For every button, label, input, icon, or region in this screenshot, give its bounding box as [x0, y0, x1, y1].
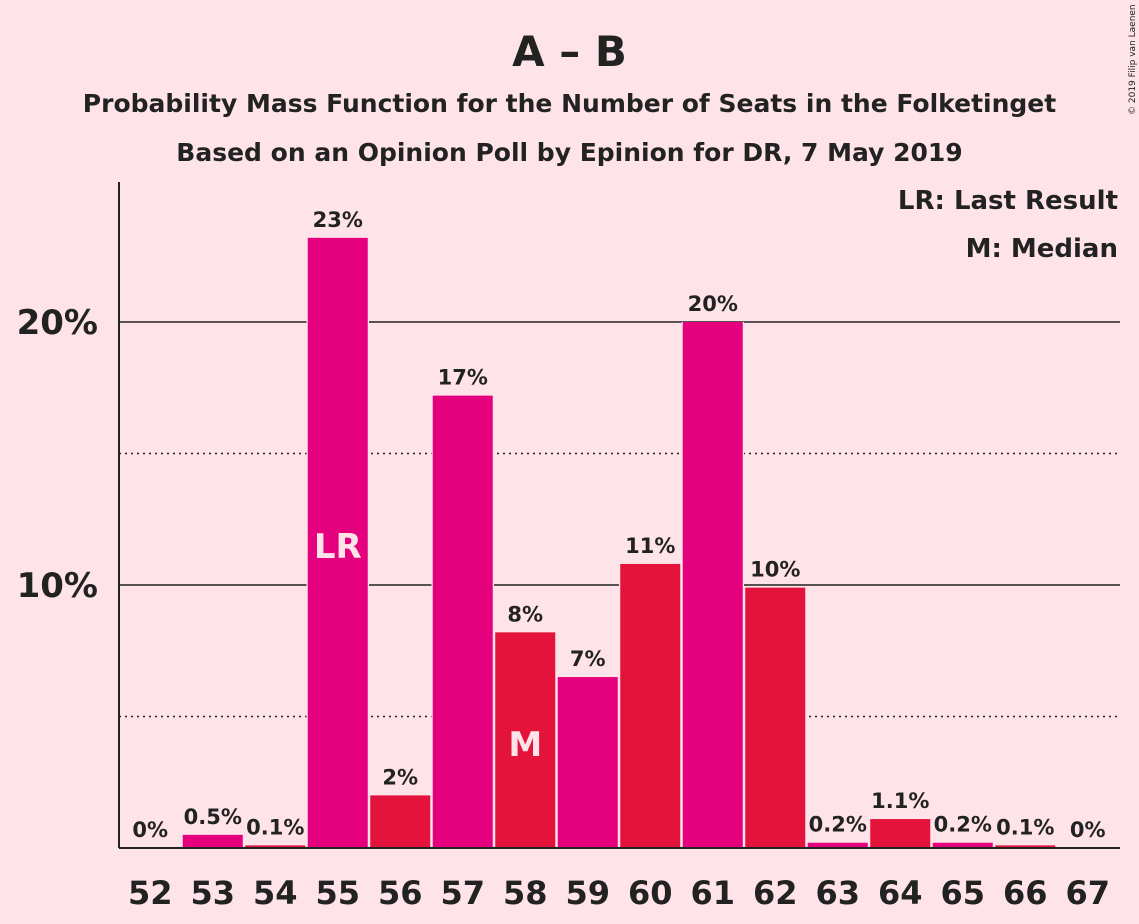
y-tick-label: 10%: [17, 566, 98, 606]
bar-56: [370, 795, 431, 848]
bar-55: [307, 237, 368, 849]
y-tick-labels: 10% 20%: [17, 303, 98, 606]
x-tick-58: 58: [503, 874, 548, 912]
legend-median: M: Median: [966, 234, 1118, 264]
x-tick-53: 53: [190, 874, 235, 912]
data-label-52: 0%: [132, 818, 168, 842]
data-label-65: 0.2%: [934, 813, 992, 837]
y-tick-label: 20%: [17, 303, 98, 343]
data-label-57: 17%: [438, 366, 488, 390]
data-label-60: 11%: [625, 534, 675, 558]
bar-59: [557, 677, 618, 848]
data-label-59: 7%: [570, 647, 606, 671]
bar-64: [870, 819, 931, 848]
data-label-61: 20%: [688, 292, 738, 316]
x-tick-56: 56: [378, 874, 423, 912]
x-tick-59: 59: [565, 874, 610, 912]
annotation-lr: LR: [314, 527, 362, 567]
x-tick-57: 57: [440, 874, 485, 912]
bar-66: [995, 845, 1056, 848]
chart-subtitle-2: Based on an Opinion Poll by Epinion for …: [176, 138, 962, 167]
bar-60: [620, 563, 681, 848]
bars: [181, 237, 1057, 849]
chart-title: A – B: [512, 27, 627, 76]
bar-annotations: LR M: [314, 527, 542, 765]
data-label-58: 8%: [507, 602, 543, 626]
bar-63: [807, 842, 868, 848]
x-tick-65: 65: [940, 874, 985, 912]
annotation-m: M: [508, 725, 542, 765]
data-label-54: 0.1%: [246, 815, 304, 839]
data-labels: 0%0.5% 0.1%23%2%17%8%7%11%20%10%0.2%1.1%0…: [132, 208, 1105, 842]
x-tick-52: 52: [128, 874, 173, 912]
bar-54: [245, 845, 306, 848]
x-tick-63: 63: [815, 874, 860, 912]
chart-subtitle-1: Probability Mass Function for the Number…: [83, 89, 1056, 118]
bar-61: [682, 322, 743, 848]
data-label-62: 10%: [750, 558, 800, 582]
bar-58: [495, 632, 556, 848]
x-tick-67: 67: [1065, 874, 1110, 912]
x-tick-61: 61: [690, 874, 735, 912]
copyright-notice: © 2019 Filip van Laenen: [1128, 4, 1138, 115]
bar-53: [182, 834, 243, 848]
x-tick-60: 60: [628, 874, 673, 912]
x-tick-66: 66: [1003, 874, 1048, 912]
data-label-55: 23%: [313, 208, 363, 232]
x-tick-labels: 52 53 54 55 56 57 58 59 60 61 62 63 64 65 66 67: [128, 874, 1110, 912]
data-label-53: 0.5%: [184, 805, 242, 829]
legend-last-result: LR: Last Result: [898, 186, 1118, 216]
data-label-63: 0.2%: [809, 813, 867, 837]
data-label-64: 1.1%: [871, 789, 929, 813]
data-label-66: 0.1%: [996, 815, 1054, 839]
data-label-67: 0%: [1070, 818, 1106, 842]
bar-65: [932, 842, 993, 848]
x-tick-62: 62: [753, 874, 798, 912]
x-tick-64: 64: [878, 874, 923, 912]
bar-57: [432, 395, 493, 848]
x-tick-54: 54: [253, 874, 298, 912]
data-label-56: 2%: [382, 765, 418, 789]
bar-62: [745, 587, 806, 848]
x-tick-55: 55: [315, 874, 360, 912]
